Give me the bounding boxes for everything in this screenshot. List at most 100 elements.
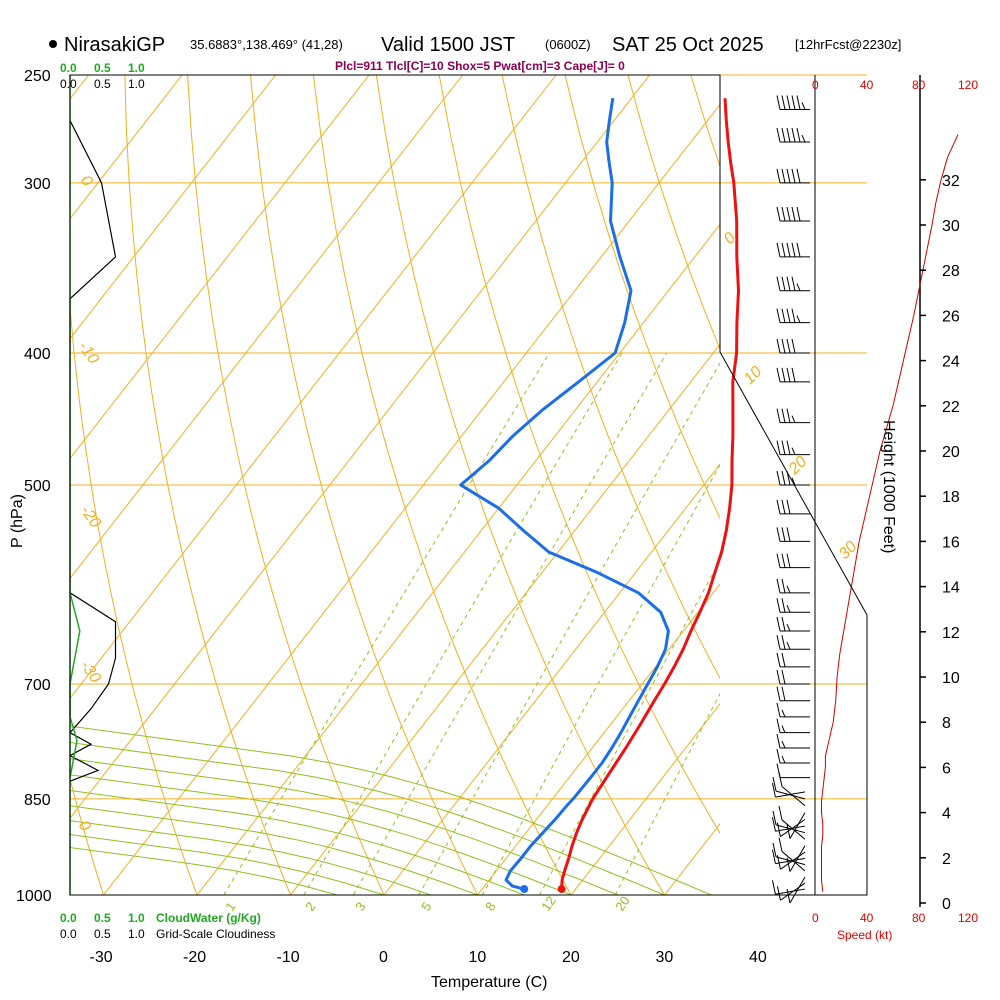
wind-barb-flag xyxy=(786,242,791,257)
height-tick: 2 xyxy=(942,851,951,868)
forecast-info: [12hrFcst@2230z] xyxy=(795,37,901,52)
wind-barb-flag xyxy=(786,553,791,568)
cloudwater-tick-top: 0.5 xyxy=(94,61,111,75)
cloudiness-label: Grid-Scale Cloudiness xyxy=(156,927,275,941)
temperature-tick: 20 xyxy=(562,949,580,966)
wind-barb-flag xyxy=(791,242,796,257)
wind-barb xyxy=(771,880,806,895)
height-axis-label: Height (1000 Feet) xyxy=(880,420,897,553)
wind-barb-staff xyxy=(789,845,806,872)
wind-barb-flag xyxy=(786,824,791,839)
wind-barb-flag xyxy=(781,276,786,291)
height-tick: 14 xyxy=(942,580,960,597)
wind-barb xyxy=(778,772,806,807)
wind-barb-flag xyxy=(778,772,783,787)
mixing-ratio-line xyxy=(418,362,720,895)
wind-barb-flag xyxy=(776,635,781,650)
wind-barb-flag xyxy=(771,817,776,832)
mixing-ratio-line xyxy=(614,692,720,895)
station-dot-icon xyxy=(49,40,57,48)
plot-border xyxy=(69,74,868,896)
wind-barb-flag xyxy=(781,669,786,685)
wind-barb xyxy=(776,338,810,354)
height-tick: 10 xyxy=(942,670,960,687)
wind-barb-flag xyxy=(791,367,796,382)
dry-adiabat-line xyxy=(438,75,720,835)
wind-barb xyxy=(772,842,806,866)
wind-barb-flag xyxy=(791,415,796,423)
pressure-tick: 300 xyxy=(24,176,51,193)
mixing-ratio-label: 5 xyxy=(418,899,434,914)
wind-barb-staff xyxy=(781,819,806,840)
speed-tick-top: 40 xyxy=(860,78,874,92)
dry-adiabat-line xyxy=(250,75,478,895)
profiles xyxy=(459,97,740,894)
wind-barb xyxy=(776,206,810,222)
wind-barb-flag xyxy=(781,440,786,455)
wind-barb-flag xyxy=(776,748,781,764)
temperature-tick: -30 xyxy=(90,949,113,966)
wind-barb-flag xyxy=(776,470,781,486)
wind-barb xyxy=(776,527,810,542)
wind-barb-flag xyxy=(796,95,801,110)
wind-barb xyxy=(772,776,806,800)
temperature-line-surface-point xyxy=(557,885,566,894)
wind-barb-flag xyxy=(786,623,791,632)
wind-barb-flag xyxy=(776,553,781,568)
wind-barb-flag xyxy=(786,338,791,354)
wind-barb-flag xyxy=(801,102,806,110)
wind-barb-flag xyxy=(786,308,791,323)
wind-barb xyxy=(776,499,810,515)
wind-barb-flag xyxy=(786,527,791,542)
temperature-tick: -20 xyxy=(183,949,206,966)
wind-barb-flag xyxy=(781,95,786,110)
cloudwater-tick-bottom: 1.0 xyxy=(128,911,145,925)
height-tick: 26 xyxy=(942,308,960,325)
height-tick: 6 xyxy=(942,760,951,777)
wind-barb-flag xyxy=(776,669,781,685)
speed-tick-top: 120 xyxy=(958,78,978,92)
mixing-ratio-label: 20 xyxy=(612,893,633,913)
cloudiness-tick-bottom: 0.0 xyxy=(60,927,77,941)
wind-barb-flag xyxy=(776,95,781,110)
mixing-ratio-label: 3 xyxy=(352,899,368,914)
mixing-ratio-label: 8 xyxy=(482,899,498,914)
wind-barb xyxy=(776,408,810,424)
wind-barb-flag xyxy=(781,367,786,382)
wind-barb-flag xyxy=(776,652,781,667)
wind-barb-flag xyxy=(776,733,781,749)
wind-barb-flag xyxy=(778,837,783,852)
wind-barb-flag xyxy=(796,242,801,257)
wind-barb-flag xyxy=(776,408,781,423)
pressure-tick: 850 xyxy=(24,792,51,809)
wind-barb-flag xyxy=(786,585,791,594)
wind-barb-flag xyxy=(772,776,777,792)
temperature-tick: 10 xyxy=(469,949,487,966)
wind-barb-flag xyxy=(776,598,781,613)
utc-time: (0600Z) xyxy=(545,37,591,52)
cloudwater-label: CloudWater (g/Kg) xyxy=(156,911,261,925)
wind-barb xyxy=(776,669,810,685)
wind-barb xyxy=(776,168,810,184)
wind-barb-flag xyxy=(781,308,786,323)
moist-adiabat-line xyxy=(70,742,665,895)
wind-barb-flag xyxy=(781,578,786,593)
wind-barb-flag xyxy=(786,206,791,222)
wind-barb-flag xyxy=(791,477,796,486)
wind-barb-flag xyxy=(786,276,791,291)
wind-barb xyxy=(776,748,810,764)
wind-barb-flag xyxy=(771,849,776,864)
wind-barb-flag xyxy=(776,338,781,354)
speed-tick-top: 80 xyxy=(912,78,926,92)
wind-barb-flag xyxy=(796,283,801,291)
wind-barb-staff xyxy=(775,824,806,834)
wind-barb-flag xyxy=(791,308,796,323)
wind-barb xyxy=(776,367,810,383)
wind-barb xyxy=(776,440,810,456)
pressure-tick: 700 xyxy=(24,677,51,694)
wind-barb-flag xyxy=(776,276,781,291)
wind-barb-flag xyxy=(781,709,786,718)
wind-barb-staff xyxy=(781,786,806,807)
